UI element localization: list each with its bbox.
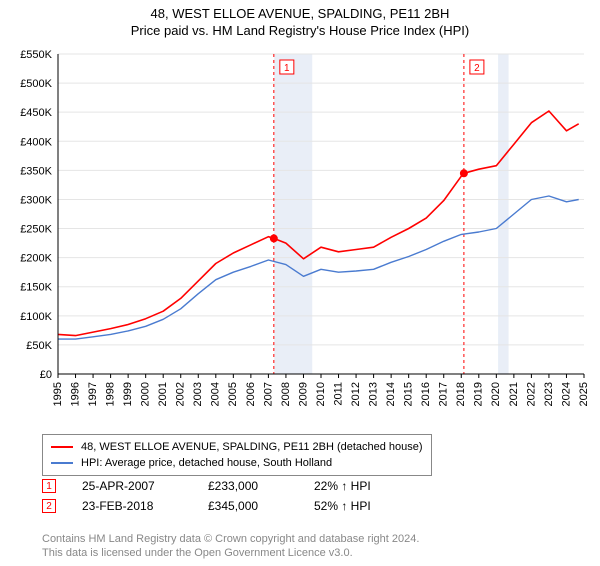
chart-title: 48, WEST ELLOE AVENUE, SPALDING, PE11 2B… [0,6,600,21]
sale-date: 23-FEB-2018 [82,499,182,513]
legend-item: HPI: Average price, detached house, Sout… [51,455,423,471]
svg-text:2015: 2015 [403,382,415,406]
sale-diff: 52% ↑ HPI [314,499,371,513]
svg-text:2004: 2004 [210,382,222,406]
footer-attribution: Contains HM Land Registry data © Crown c… [42,532,419,560]
svg-text:£550K: £550K [20,49,52,61]
svg-text:£150K: £150K [20,282,52,294]
svg-text:£350K: £350K [20,165,52,177]
sale-marker: 2 [42,499,56,513]
svg-text:2007: 2007 [262,382,274,406]
svg-text:2023: 2023 [543,382,555,406]
svg-text:£50K: £50K [26,340,52,352]
svg-text:2008: 2008 [280,382,292,406]
svg-text:2016: 2016 [420,382,432,406]
svg-text:2001: 2001 [157,382,169,406]
chart-subtitle: Price paid vs. HM Land Registry's House … [0,23,600,38]
legend-item: 48, WEST ELLOE AVENUE, SPALDING, PE11 2B… [51,439,423,455]
svg-text:1997: 1997 [87,382,99,406]
svg-text:1996: 1996 [69,382,81,406]
chart-legend: 48, WEST ELLOE AVENUE, SPALDING, PE11 2B… [42,434,432,476]
svg-text:2006: 2006 [245,382,257,406]
svg-text:2019: 2019 [473,382,485,406]
svg-text:2011: 2011 [332,382,344,406]
sales-table: 1 25-APR-2007 £233,000 22% ↑ HPI 2 23-FEB-201… [42,476,371,516]
svg-text:2020: 2020 [490,382,502,406]
footer-line-1: Contains HM Land Registry data © Crown c… [42,532,419,546]
svg-text:2025: 2025 [578,382,590,406]
svg-text:£0: £0 [40,369,52,381]
svg-text:2014: 2014 [385,382,397,406]
svg-text:£200K: £200K [20,253,52,265]
svg-text:2000: 2000 [140,382,152,406]
svg-text:£400K: £400K [20,136,52,148]
price-chart: £0 £50K £100K £150K £200K £250K £300K £350K £400… [10,48,590,428]
svg-text:2012: 2012 [350,382,362,406]
svg-text:2010: 2010 [315,382,327,406]
sale-diff: 22% ↑ HPI [314,479,371,493]
svg-text:2013: 2013 [368,382,380,406]
svg-text:2024: 2024 [560,382,572,406]
sale-marker: 1 [42,479,56,493]
svg-text:2002: 2002 [175,382,187,406]
svg-text:£450K: £450K [20,107,52,119]
legend-swatch [51,462,73,464]
svg-text:2018: 2018 [455,382,467,406]
legend-label: 48, WEST ELLOE AVENUE, SPALDING, PE11 2B… [81,439,423,455]
svg-text:£500K: £500K [20,78,52,90]
svg-text:2017: 2017 [438,382,450,406]
sale-row: 1 25-APR-2007 £233,000 22% ↑ HPI [42,476,371,496]
footer-line-2: This data is licensed under the Open Gov… [42,546,419,560]
svg-text:2021: 2021 [508,382,520,406]
svg-text:1: 1 [284,63,290,74]
svg-text:1999: 1999 [122,382,134,406]
svg-text:£100K: £100K [20,311,52,323]
svg-text:2003: 2003 [192,382,204,406]
sale-price: £345,000 [208,499,288,513]
sale-price: £233,000 [208,479,288,493]
svg-text:1995: 1995 [52,382,64,406]
sale-date: 25-APR-2007 [82,479,182,493]
svg-text:2009: 2009 [297,382,309,406]
svg-text:£250K: £250K [20,224,52,236]
sale-row: 2 23-FEB-2018 £345,000 52% ↑ HPI [42,496,371,516]
svg-text:2: 2 [474,63,480,74]
svg-text:2022: 2022 [525,382,537,406]
legend-label: HPI: Average price, detached house, Sout… [81,455,332,471]
svg-text:1998: 1998 [105,382,117,406]
svg-text:£300K: £300K [20,194,52,206]
svg-text:2005: 2005 [227,382,239,406]
legend-swatch [51,446,73,448]
